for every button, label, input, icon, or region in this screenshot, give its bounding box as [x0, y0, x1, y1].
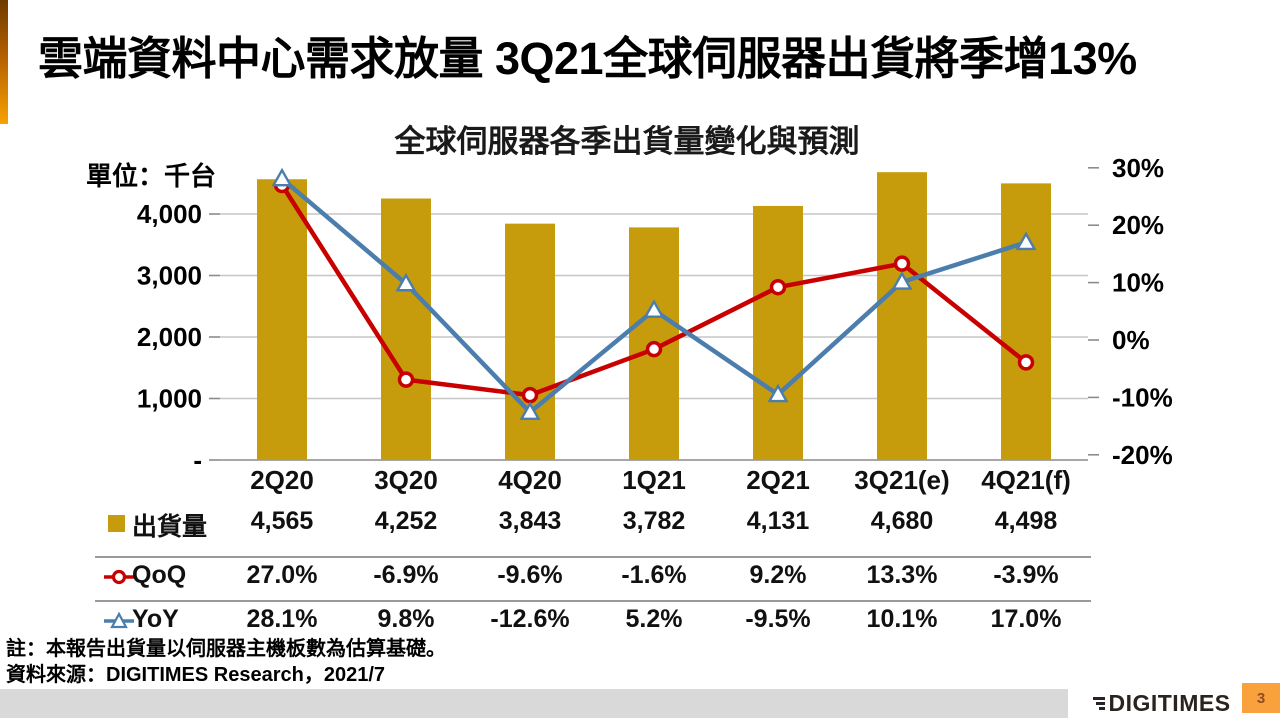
- yoy-marker: [395, 272, 417, 292]
- left-axis-label: 1,000: [137, 384, 202, 414]
- table-cell: -3.9%: [993, 561, 1059, 589]
- shipment-bar: [1001, 183, 1051, 461]
- slide-title: 雲端資料中心需求放量 3Q21全球伺服器出貨將季增13%: [38, 33, 1137, 84]
- table-cell: 3,782: [622, 507, 686, 535]
- table-cell: 4,252: [374, 507, 438, 535]
- yoy-legend-marker: [104, 603, 134, 639]
- table-cell: -1.6%: [621, 561, 687, 589]
- table-cell: 9.8%: [377, 605, 435, 633]
- table-cell: 4,498: [994, 507, 1058, 535]
- right-axis-label: 30%: [1112, 153, 1164, 183]
- row-label: QoQ: [132, 561, 187, 589]
- shipment-bar: [753, 205, 803, 460]
- table-cell: 5.2%: [625, 605, 683, 633]
- bar-legend-swatch: [104, 505, 134, 541]
- table-cell: 10.1%: [866, 605, 938, 633]
- table-cell: 4,131: [746, 507, 810, 535]
- table-row-出貨量: 出貨量 4,565 4,252 3,843 3,782 4,131 4,680 4,498: [0, 505, 1280, 541]
- right-axis-label: 20%: [1112, 210, 1164, 240]
- table-cell: -6.9%: [373, 561, 439, 589]
- qoq-marker: [645, 340, 663, 358]
- table-cell: 4,565: [250, 507, 314, 535]
- logo-text: DIGITIMES: [1108, 689, 1231, 716]
- page-number-badge: 3: [1242, 683, 1280, 713]
- table-cell: 3,843: [498, 507, 562, 535]
- category-label: 4Q20: [498, 465, 562, 495]
- left-axis-label: -: [193, 445, 202, 475]
- right-axis-label: 0%: [1112, 325, 1150, 355]
- row-label: 出貨量: [132, 513, 208, 541]
- logo-speedlines-icon: [1093, 697, 1106, 710]
- category-label: 2Q21: [746, 465, 810, 495]
- yoy-marker: [643, 299, 665, 318]
- yoy-marker: [271, 167, 293, 187]
- axis-unit-label: 單位：千台: [86, 161, 217, 191]
- table-row-QoQ: QoQ 27.0% -6.9% -9.6% -1.6% 9.2% 13.3% -3.9%: [0, 559, 1280, 595]
- left-axis-label: 3,000: [137, 261, 202, 291]
- table-cell: 17.0%: [990, 605, 1062, 633]
- category-label: 1Q21: [622, 465, 686, 495]
- table-cell: 13.3%: [866, 561, 938, 589]
- right-axis-label: -10%: [1112, 382, 1173, 412]
- table-cell: 27.0%: [246, 561, 318, 589]
- shipment-bar: [381, 198, 431, 460]
- category-label: 3Q20: [374, 465, 438, 495]
- yoy-marker: [519, 401, 541, 421]
- table-cell: -12.6%: [490, 605, 570, 633]
- source-text: 資料來源：DIGITIMES Research，2021/7: [6, 664, 386, 686]
- shipment-bar: [505, 223, 555, 460]
- shipment-bar: [257, 179, 307, 460]
- table-divider: [95, 556, 1091, 558]
- table-cell: 9.2%: [749, 561, 807, 589]
- yoy-marker: [767, 383, 789, 403]
- qoq-legend-marker: [104, 559, 134, 595]
- qoq-marker: [1017, 354, 1035, 371]
- footer-bar: [0, 689, 1068, 718]
- yoy-marker: [891, 271, 913, 290]
- table-row-YoY: YoY 28.1% 9.8% -12.6% 5.2% -9.5% 10.1% 17.0%: [0, 603, 1280, 639]
- table-divider: [95, 600, 1091, 602]
- qoq-marker: [521, 386, 539, 404]
- left-axis-label: 4,000: [137, 199, 202, 229]
- table-cell: 4,680: [870, 507, 934, 535]
- category-label: 4Q21(f): [981, 465, 1071, 495]
- row-label: YoY: [132, 605, 179, 633]
- left-axis-label: 2,000: [137, 322, 202, 352]
- title-accent-bar: [0, 0, 8, 124]
- table-cell: 28.1%: [246, 605, 318, 633]
- qoq-marker: [893, 255, 911, 272]
- table-cell: -9.6%: [497, 561, 563, 589]
- chart-title: 全球伺服器各季出貨量變化與預測: [394, 124, 860, 159]
- shipment-bar: [877, 172, 927, 460]
- note-text: 註：本報告出貨量以伺服器主機板數為估算基礎。: [6, 638, 446, 660]
- digitimes-logo: DIGITIMES: [1086, 688, 1238, 718]
- right-axis-label: -20%: [1112, 440, 1173, 470]
- category-label: 2Q20: [250, 465, 314, 495]
- yoy-marker: [1015, 231, 1037, 251]
- page-number: 3: [1256, 689, 1266, 707]
- qoq-marker: [769, 278, 787, 296]
- category-label: 3Q21(e): [854, 465, 949, 495]
- qoq-marker: [397, 371, 415, 388]
- table-cell: -9.5%: [745, 605, 811, 633]
- right-axis-label: 10%: [1112, 268, 1164, 298]
